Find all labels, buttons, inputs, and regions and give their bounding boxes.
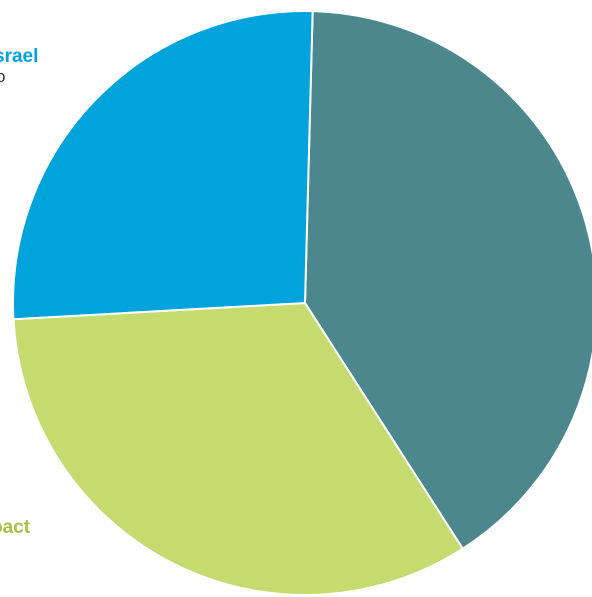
pie-slice-2 (12, 10, 314, 321)
pie-slice-1 (12, 301, 465, 596)
slice-sublabel-israel: o (0, 67, 6, 86)
slice-label-impact: pact (0, 517, 31, 538)
slice-label-israel: srael (0, 46, 39, 67)
